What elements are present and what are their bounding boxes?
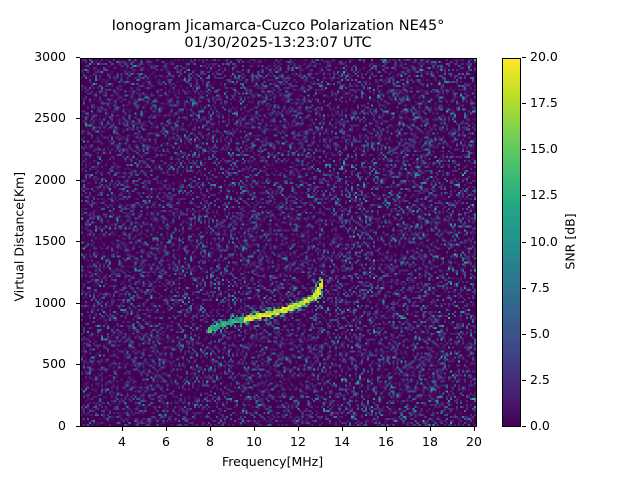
y-tick: 2500 — [6, 110, 80, 125]
x-tick: 18 — [410, 427, 450, 449]
colorbar-tick: 0.0 — [522, 418, 550, 433]
y-tick: 2000 — [6, 172, 80, 187]
colorbar-tick: 7.5 — [522, 280, 550, 295]
ionogram-heatmap — [80, 58, 477, 427]
x-tick: 20 — [454, 427, 494, 449]
y-tick: 1000 — [6, 295, 80, 310]
x-tick: 14 — [322, 427, 362, 449]
colorbar — [502, 58, 521, 427]
chart-subtitle: 01/30/2025-13:23:07 UTC — [184, 35, 372, 51]
x-tick: 16 — [366, 427, 406, 449]
x-tick: 4 — [102, 427, 142, 449]
chart-title: Ionogram Jicamarca-Cuzco Polarization NE… — [111, 18, 445, 34]
colorbar-tick: 12.5 — [522, 187, 558, 202]
x-tick: 6 — [146, 427, 186, 449]
x-tick: 8 — [190, 427, 230, 449]
colorbar-tick: 2.5 — [522, 372, 550, 387]
colorbar-tick: 15.0 — [522, 141, 558, 156]
y-tick: 0 — [6, 418, 80, 433]
x-axis-label: Frequency[MHz] — [222, 454, 324, 469]
colorbar-tick: 17.5 — [522, 95, 558, 110]
y-tick: 1500 — [6, 233, 80, 248]
y-tick: 3000 — [6, 49, 80, 64]
colorbar-label: SNR [dB] — [562, 213, 578, 270]
y-tick: 500 — [6, 356, 80, 371]
x-tick: 10 — [234, 427, 274, 449]
colorbar-tick: 20.0 — [522, 49, 558, 64]
colorbar-tick: 10.0 — [522, 234, 558, 249]
x-tick: 12 — [278, 427, 318, 449]
y-axis-label: Virtual Distance[Km] — [11, 171, 27, 302]
colorbar-tick: 5.0 — [522, 326, 550, 341]
